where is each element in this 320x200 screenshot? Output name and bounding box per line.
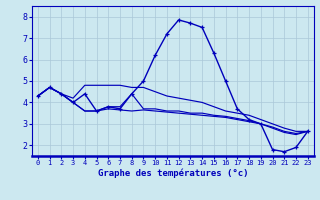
X-axis label: Graphe des températures (°c): Graphe des températures (°c) [98, 169, 248, 178]
